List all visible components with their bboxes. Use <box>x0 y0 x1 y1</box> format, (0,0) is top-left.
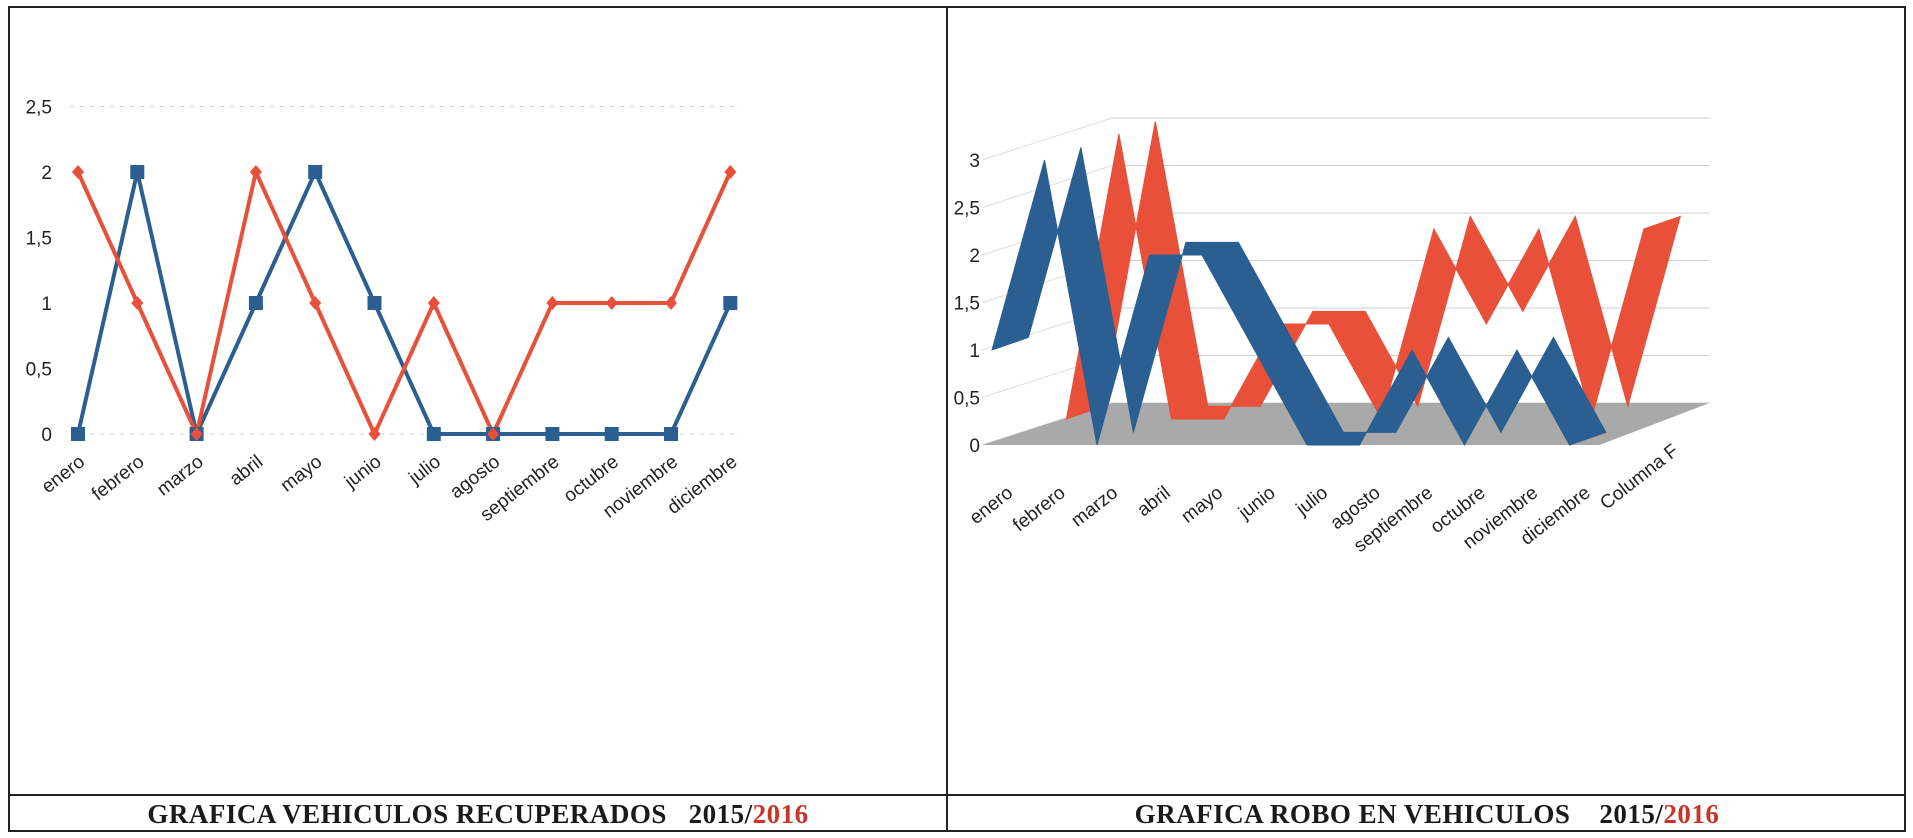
caption-right-year1: 2015/ <box>1599 799 1663 829</box>
series-line-2 <box>78 172 730 434</box>
data-point-square <box>308 165 322 179</box>
y-tick-label: 1 <box>969 341 980 362</box>
data-point-square <box>723 296 737 310</box>
y-tick-label: 2,5 <box>954 199 980 220</box>
y-tick-label: 1,5 <box>26 229 52 250</box>
caption-divider <box>8 794 1906 796</box>
y-tick-label: 1,5 <box>954 294 980 315</box>
caption-left: GRAFICA VEHICULOS RECUPERADOS 2015/2016 <box>10 798 946 830</box>
data-point-square <box>664 427 678 441</box>
caption-right-text: GRAFICA ROBO EN VEHICULOS <box>1135 799 1571 829</box>
y-tick-label: 0 <box>41 425 52 446</box>
caption-left-text: GRAFICA VEHICULOS RECUPERADOS <box>147 799 667 829</box>
data-point-diamond <box>606 296 618 310</box>
x-tick-label: enero <box>966 482 1017 528</box>
x-tick-label: abril <box>1133 482 1174 521</box>
y-tick-label: 1 <box>41 294 52 315</box>
data-point-square <box>130 165 144 179</box>
x-tick-label: febrero <box>1009 482 1069 536</box>
data-point-square <box>71 427 85 441</box>
x-tick-label: enero <box>38 451 89 497</box>
data-point-square <box>545 427 559 441</box>
caption-right-year2: 2016 <box>1663 799 1719 829</box>
x-tick-label: junio <box>340 451 385 493</box>
y-tick-label: 0,5 <box>954 389 980 410</box>
x-tick-label: marzo <box>1068 482 1123 531</box>
y-tick-label: 2 <box>41 163 52 184</box>
y-tick-label: 0 <box>969 436 980 457</box>
x-tick-label: julio <box>1292 482 1332 520</box>
data-point-square <box>605 427 619 441</box>
x-tick-label: abril <box>226 451 267 490</box>
x-tick-label: julio <box>405 451 445 489</box>
caption-right: GRAFICA ROBO EN VEHICULOS 2015/2016 <box>950 798 1904 830</box>
x-tick-label: junio <box>1234 482 1279 524</box>
y-tick-label: 2,5 <box>26 98 52 119</box>
x-tick-label: febrero <box>88 451 148 505</box>
gridline-depth <box>982 118 1112 160</box>
y-tick-label: 3 <box>969 151 980 172</box>
data-point-square <box>368 296 382 310</box>
x-tick-label: marzo <box>153 451 208 500</box>
depth-axis-label: Columna F <box>1596 440 1682 514</box>
x-tick-label: mayo <box>1178 482 1228 527</box>
caption-left-year2: 2016 <box>753 799 809 829</box>
x-tick-label: mayo <box>277 451 327 496</box>
data-point-square <box>427 427 441 441</box>
data-point-square <box>249 296 263 310</box>
caption-left-year1: 2015/ <box>689 799 753 829</box>
y-tick-label: 2 <box>969 246 980 267</box>
y-tick-label: 0,5 <box>26 360 52 381</box>
